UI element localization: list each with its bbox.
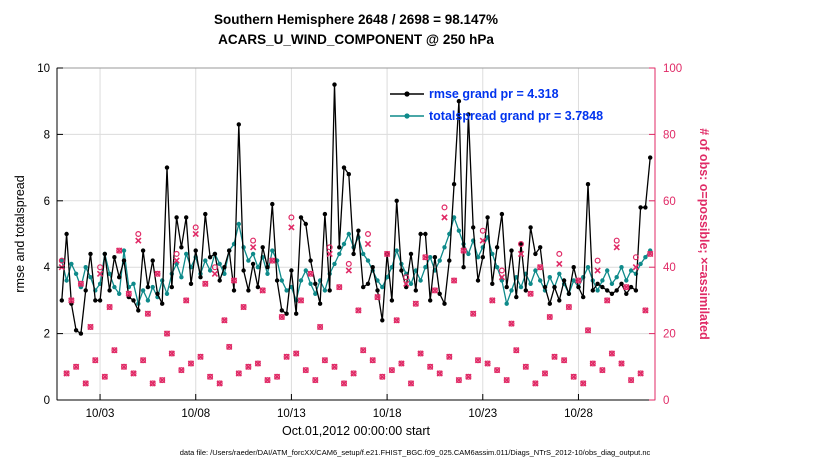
svg-text:2: 2 — [44, 329, 50, 341]
data-file-caption: data file: /Users/raeder/DAI/ATM_forcXX/… — [179, 448, 651, 457]
svg-text:10/18: 10/18 — [373, 408, 402, 420]
legend-marker-rmse — [404, 91, 410, 97]
svg-text:10/08: 10/08 — [181, 408, 210, 420]
legend-label-totalspread: totalspread grand pr = 3.7848 — [429, 109, 604, 123]
svg-text:0: 0 — [44, 395, 50, 407]
rmse-markers — [59, 82, 653, 336]
svg-text:10: 10 — [37, 63, 50, 75]
legend-label-rmse: rmse grand pr = 4.318 — [429, 87, 559, 101]
svg-text:80: 80 — [663, 129, 676, 141]
svg-text:0: 0 — [663, 395, 669, 407]
svg-text:20: 20 — [663, 329, 676, 341]
legend-marker-totalspread — [404, 113, 410, 119]
y-axis-label-right: # of obs: o=possible; ×=assimilated — [697, 128, 711, 340]
svg-text:6: 6 — [44, 196, 50, 208]
svg-text:4: 4 — [44, 262, 51, 274]
svg-text:10/28: 10/28 — [564, 408, 593, 420]
x-axis-label: Oct.01,2012 00:00:00 start — [281, 424, 431, 438]
svg-text:40: 40 — [663, 262, 676, 274]
title-line-1: Southern Hemisphere 2648 / 2698 = 98.147… — [213, 12, 499, 27]
svg-text:10/03: 10/03 — [86, 408, 115, 420]
svg-text:8: 8 — [44, 129, 50, 141]
svg-text:100: 100 — [663, 63, 682, 75]
svg-text:60: 60 — [663, 196, 676, 208]
assimilated-obs-markers — [58, 214, 654, 387]
rmse-line — [61, 84, 651, 335]
title-line-2: ACARS_U_WIND_COMPONENT @ 250 hPa — [218, 32, 494, 47]
possible-obs-markers — [58, 204, 654, 387]
totalspread-markers — [59, 215, 653, 306]
figure-title: Southern Hemisphere 2648 / 2698 = 98.147… — [57, 12, 655, 47]
svg-text:10/23: 10/23 — [468, 408, 497, 420]
svg-text:10/13: 10/13 — [277, 408, 306, 420]
grid — [57, 68, 655, 400]
y-axis-label-left: rmse and totalspread — [13, 175, 27, 293]
